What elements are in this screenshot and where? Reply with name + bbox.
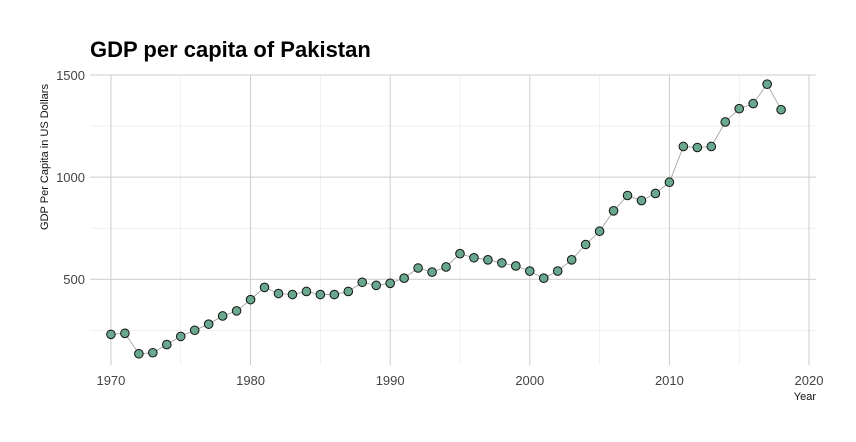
data-point [259,282,270,293]
data-point [120,328,130,339]
minor-gridlines [90,75,816,365]
y-axis-label: GDP Per Capita in US Dollars [39,84,51,230]
x-axis-label: Year [794,391,817,403]
data-point [329,289,340,300]
x-axis-ticks: 1970 1980 1990 2000 2010 2020 [96,373,823,388]
x-tick-label: 2010 [655,373,684,388]
data-point [357,277,368,288]
x-tick-label: 1970 [96,373,125,388]
data-point [706,141,717,152]
data-point [594,226,605,237]
data-point [161,339,172,350]
data-point [273,288,284,299]
data-point [608,206,619,216]
data-point [413,263,423,273]
data-point [511,261,521,271]
data-point [385,278,395,289]
data-point [748,98,758,109]
data-point [734,103,745,114]
data-point [636,195,647,206]
data-point [245,294,256,305]
data-point [371,280,382,291]
y-tick-label: 500 [63,272,85,287]
data-point [580,239,591,250]
data-point [175,331,186,342]
data-point [134,348,144,359]
data-point [203,319,214,329]
data-point [301,286,312,297]
data-point [455,248,465,259]
data-point [622,190,633,201]
data-point [441,262,451,272]
data-point [566,255,577,265]
chart-title: GDP per capita of Pakistan [90,37,371,62]
data-point [524,266,535,276]
data-point [650,188,661,199]
data-point [538,273,549,284]
x-tick-label: 2000 [515,373,544,388]
data-point [497,258,507,268]
data-point [469,252,479,263]
data-point [483,255,493,265]
data-point [664,177,675,188]
data-point [692,142,703,153]
data-point [231,306,242,316]
x-tick-label: 2020 [795,373,824,388]
y-tick-label: 1000 [56,170,85,185]
data-point [217,311,228,321]
data-point [399,273,409,284]
major-gridlines [90,74,816,365]
data-point [315,289,326,300]
data-point [427,267,437,277]
data-point [287,289,298,300]
data-point [678,141,689,152]
gdp-points [106,79,786,359]
y-axis-ticks: 500 1000 1500 [56,68,85,287]
data-point [762,79,772,89]
x-tick-label: 1990 [376,373,405,388]
data-point [106,329,116,340]
data-point [148,347,158,358]
data-point [776,104,786,115]
y-tick-label: 1500 [56,68,85,83]
x-tick-label: 1980 [236,373,265,388]
gdp-series-line [110,83,782,355]
data-point [189,325,200,336]
data-point [552,266,563,276]
data-point [343,286,354,297]
data-point [720,117,731,127]
